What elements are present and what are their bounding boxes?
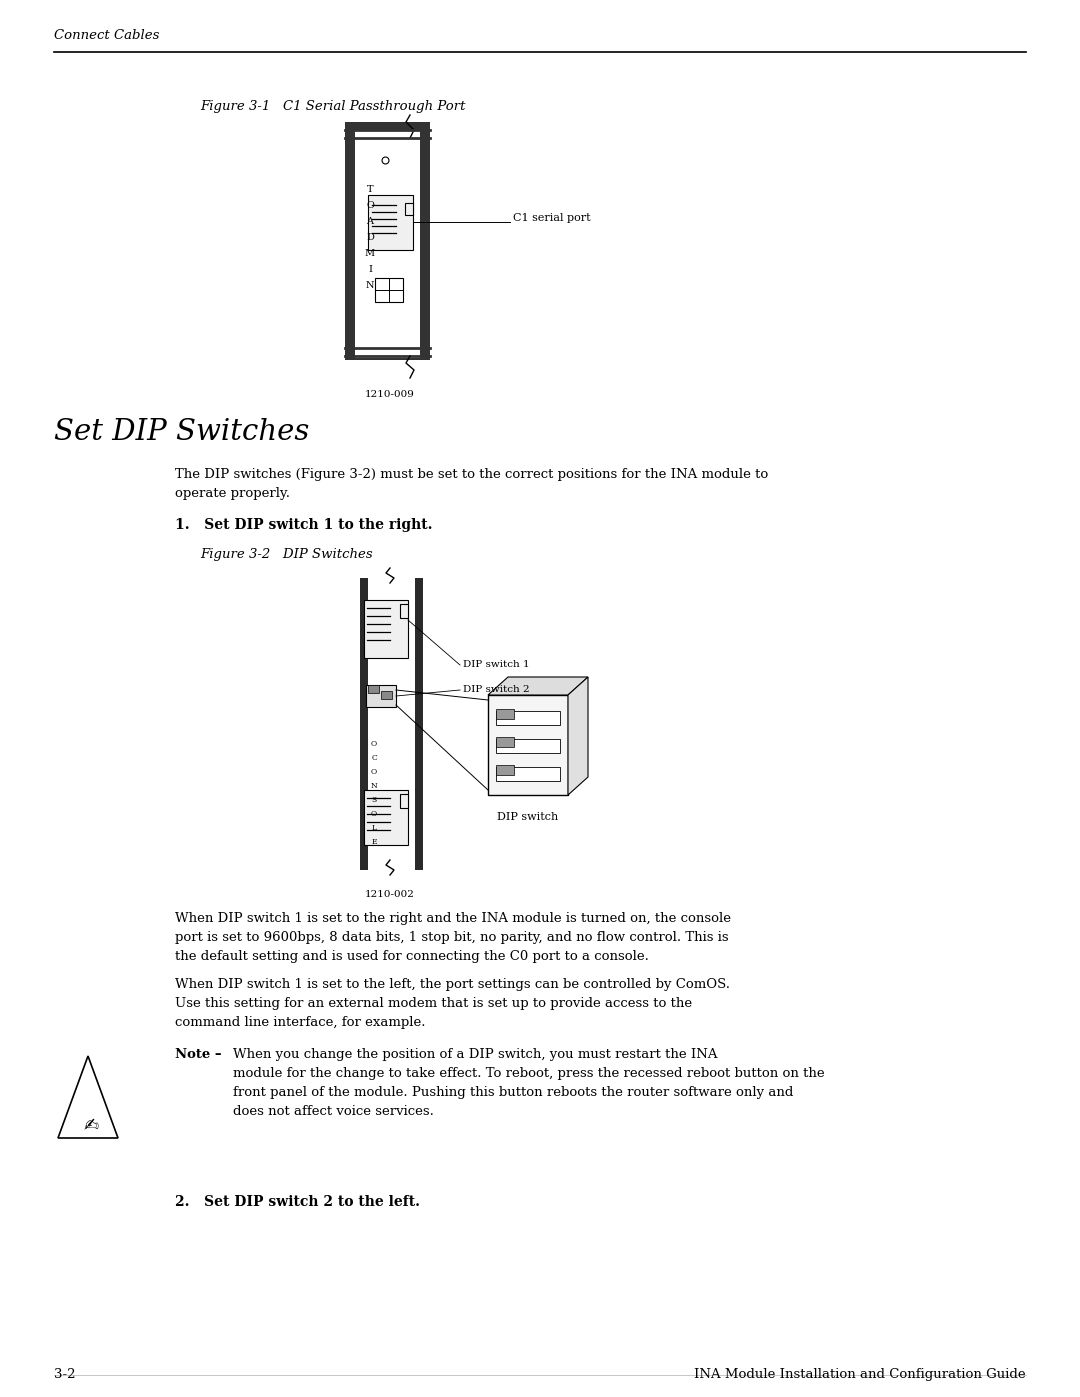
Text: When DIP switch 1 is set to the left, the port settings can be controlled by Com: When DIP switch 1 is set to the left, th… (175, 978, 730, 1030)
Text: 2.   Set DIP switch 2 to the left.: 2. Set DIP switch 2 to the left. (175, 1194, 420, 1208)
Text: A: A (366, 217, 374, 226)
Bar (364, 599, 408, 658)
Text: O: O (370, 740, 377, 747)
Bar (496, 711, 561, 725)
Text: O: O (366, 201, 374, 210)
Bar (375, 278, 403, 302)
Text: C1 serial port: C1 serial port (513, 212, 591, 224)
Bar (368, 578, 415, 870)
Bar (496, 710, 514, 719)
Text: Set DIP Switches: Set DIP Switches (54, 418, 309, 446)
Bar (360, 862, 423, 870)
Bar (400, 604, 408, 617)
Bar (496, 767, 561, 781)
Text: M: M (365, 249, 375, 258)
Bar (368, 196, 413, 250)
Text: T: T (367, 184, 374, 194)
Bar (345, 352, 430, 360)
Text: Figure 3-1   C1 Serial Passthrough Port: Figure 3-1 C1 Serial Passthrough Port (200, 101, 465, 113)
Text: When you change the position of a DIP switch, you must restart the INA
module fo: When you change the position of a DIP sw… (233, 1048, 825, 1118)
Text: D: D (366, 233, 374, 242)
Bar (368, 685, 379, 693)
Text: When DIP switch 1 is set to the right and the INA module is turned on, the conso: When DIP switch 1 is set to the right an… (175, 912, 731, 963)
Polygon shape (488, 678, 588, 694)
Text: Connect Cables: Connect Cables (54, 29, 160, 42)
Text: ✍: ✍ (83, 1116, 98, 1134)
Polygon shape (568, 678, 588, 795)
Bar (415, 578, 423, 870)
Polygon shape (58, 1056, 118, 1139)
Text: 3-2: 3-2 (54, 1368, 76, 1382)
Bar (405, 203, 413, 215)
Bar (345, 124, 355, 360)
Text: N: N (366, 281, 375, 291)
Text: DIP switch 2: DIP switch 2 (463, 685, 529, 694)
Bar (496, 738, 514, 747)
Bar (381, 692, 392, 698)
Text: O: O (370, 810, 377, 819)
Text: The DIP switches (Figure 3-2) must be set to the correct positions for the INA m: The DIP switches (Figure 3-2) must be se… (175, 468, 768, 500)
Bar (420, 124, 430, 360)
Text: C: C (372, 754, 377, 761)
Text: S: S (372, 796, 377, 805)
Text: 1210-009: 1210-009 (365, 390, 415, 400)
Text: 1210-002: 1210-002 (365, 890, 415, 900)
Bar (488, 694, 568, 795)
Bar (366, 685, 396, 707)
Text: DIP switch 1: DIP switch 1 (463, 659, 529, 669)
Text: O: O (370, 768, 377, 775)
Text: 1.   Set DIP switch 1 to the right.: 1. Set DIP switch 1 to the right. (175, 518, 432, 532)
Bar (345, 122, 430, 130)
Bar (364, 789, 408, 845)
Text: DIP switch: DIP switch (498, 812, 558, 821)
Text: I: I (368, 265, 372, 274)
Bar (355, 131, 420, 358)
Bar (496, 766, 514, 775)
Text: N: N (370, 782, 377, 789)
Text: L: L (372, 824, 377, 833)
Text: INA Module Installation and Configuration Guide: INA Module Installation and Configuratio… (694, 1368, 1026, 1382)
Text: E: E (372, 838, 377, 847)
Bar (360, 578, 368, 870)
Bar (360, 578, 423, 585)
Bar (400, 793, 408, 807)
Text: Note –: Note – (175, 1048, 226, 1060)
Text: Figure 3-2   DIP Switches: Figure 3-2 DIP Switches (200, 548, 373, 562)
Bar (496, 739, 561, 753)
